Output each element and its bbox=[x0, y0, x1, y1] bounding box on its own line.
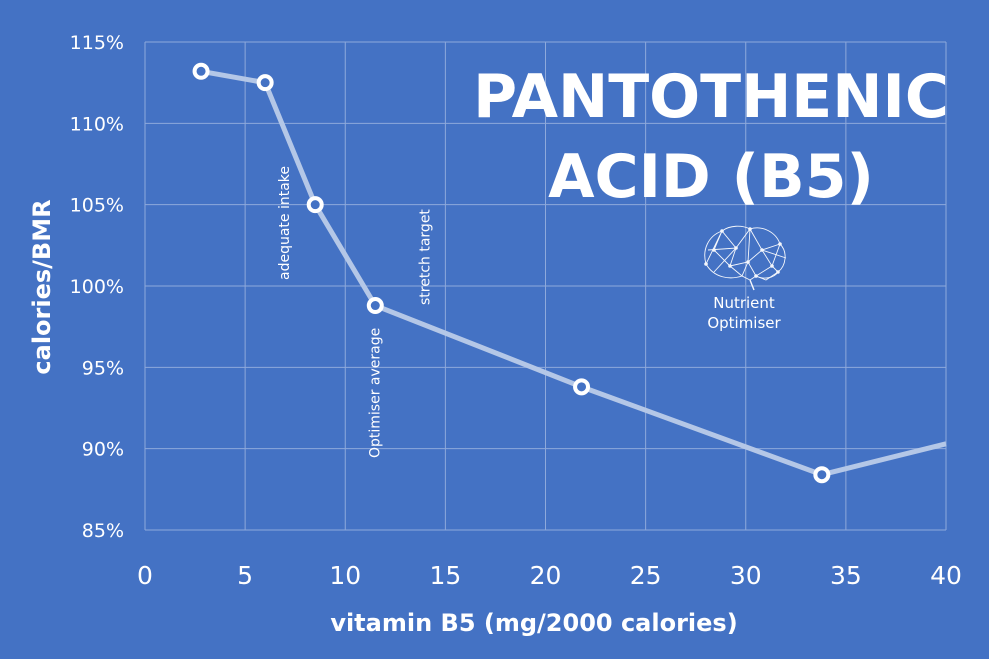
y-axis-ticks: 85% 90% 95% 100% 105% 110% 115% bbox=[70, 32, 124, 542]
brain-network-icon bbox=[704, 225, 787, 291]
data-point bbox=[573, 378, 591, 396]
y-tick-label: 85% bbox=[82, 520, 124, 542]
data-point bbox=[192, 62, 210, 80]
y-tick-label: 115% bbox=[70, 32, 124, 54]
y-tick-label: 105% bbox=[70, 195, 124, 217]
x-tick-label: 0 bbox=[137, 561, 153, 590]
x-tick-label: 30 bbox=[730, 561, 762, 590]
x-axis-ticks: 0 5 10 15 20 25 30 35 40 bbox=[137, 561, 962, 590]
x-tick-label: 20 bbox=[530, 561, 562, 590]
annotation-label: adequate intake bbox=[277, 166, 293, 280]
chart-title-line-1: PANTOTHENIC bbox=[473, 62, 949, 132]
data-point bbox=[366, 297, 384, 315]
y-tick-label: 95% bbox=[82, 357, 124, 379]
annotation-label: stretch target bbox=[417, 209, 433, 305]
data-point bbox=[256, 74, 274, 92]
y-tick-label: 90% bbox=[82, 439, 124, 461]
x-tick-label: 25 bbox=[630, 561, 662, 590]
x-tick-label: 40 bbox=[930, 561, 962, 590]
data-point bbox=[813, 466, 831, 484]
series-group bbox=[192, 62, 947, 484]
data-point bbox=[306, 196, 324, 214]
grid bbox=[144, 41, 947, 531]
annotation-label: Optimiser average bbox=[367, 328, 383, 458]
x-tick-label: 15 bbox=[429, 561, 461, 590]
y-axis-title: calories/BMR bbox=[28, 199, 56, 374]
brand-name-line-1: Nutrient bbox=[713, 294, 775, 312]
x-tick-label: 35 bbox=[830, 561, 862, 590]
annotations: adequate intake Optimiser average stretch … bbox=[277, 166, 433, 458]
chart-title-line-2: ACID (B5) bbox=[548, 142, 874, 212]
brand-name-line-2: Optimiser bbox=[707, 314, 781, 332]
x-tick-label: 10 bbox=[329, 561, 361, 590]
y-tick-label: 100% bbox=[70, 276, 124, 298]
x-tick-label: 5 bbox=[237, 561, 253, 590]
y-tick-label: 110% bbox=[70, 113, 124, 135]
x-axis-title: vitamin B5 (mg/2000 calories) bbox=[330, 609, 737, 637]
